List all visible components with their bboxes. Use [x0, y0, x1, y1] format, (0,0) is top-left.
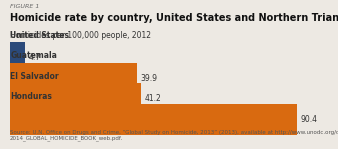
Text: Honduras: Honduras: [10, 92, 52, 101]
Text: Homicides per 100,000 people, 2012: Homicides per 100,000 people, 2012: [10, 31, 151, 40]
FancyBboxPatch shape: [10, 83, 141, 114]
Text: 39.9: 39.9: [140, 74, 157, 83]
Text: Homicide rate by country, United States and Northern Triangle: Homicide rate by country, United States …: [10, 13, 338, 23]
Text: 41.2: 41.2: [144, 94, 161, 103]
Text: United States: United States: [10, 31, 69, 40]
Text: Source: U.N. Office on Drugs and Crime, “Global Study on Homicide, 2013” (2013),: Source: U.N. Office on Drugs and Crime, …: [10, 130, 338, 141]
FancyBboxPatch shape: [10, 63, 137, 94]
FancyBboxPatch shape: [10, 42, 25, 73]
FancyBboxPatch shape: [10, 104, 297, 135]
Text: 4.7: 4.7: [28, 53, 40, 62]
Text: 90.4: 90.4: [300, 115, 317, 124]
Text: El Salvador: El Salvador: [10, 72, 59, 81]
Text: FIGURE 1: FIGURE 1: [10, 4, 40, 10]
Text: Guatemala: Guatemala: [10, 51, 57, 60]
